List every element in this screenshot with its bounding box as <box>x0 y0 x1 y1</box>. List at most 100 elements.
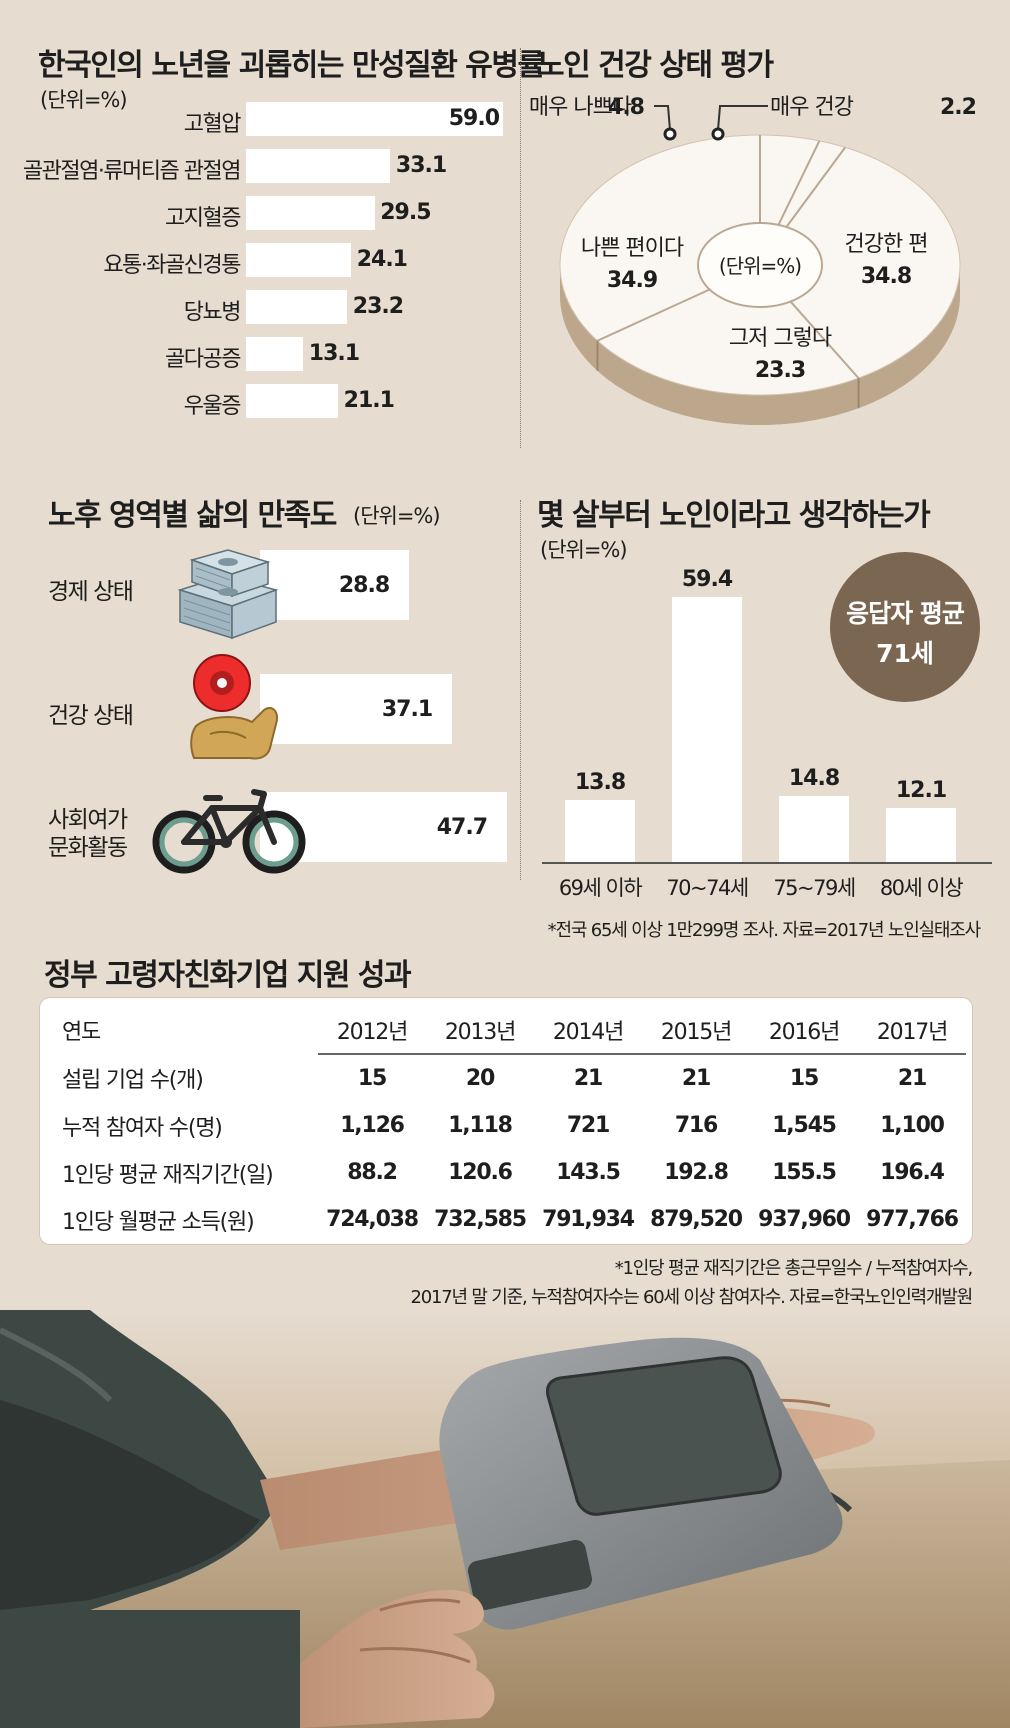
slice-label: 매우 나쁘다 <box>529 95 632 120</box>
table-cell: 192.8 <box>664 1160 729 1185</box>
disease-value-label: 21.1 <box>343 388 395 413</box>
table-cell: 791,934 <box>542 1207 635 1232</box>
donut-slice-boundary <box>785 146 846 228</box>
blood-pressure-photo <box>0 1310 1010 1728</box>
age-bar <box>779 795 849 862</box>
satisfaction-category-label: 경제 상태 <box>48 579 134 605</box>
table-title: 정부 고령자친화기업 지원 성과 <box>44 958 412 993</box>
disease-bar <box>246 102 503 136</box>
table-cell: 1,545 <box>772 1113 837 1138</box>
disease-category-label: 고혈압 <box>183 112 242 137</box>
table-cell: 15 <box>357 1066 387 1091</box>
disease-category-label: 우울증 <box>183 394 242 419</box>
disease-bar <box>246 337 304 371</box>
table-cell: 732,585 <box>434 1207 527 1232</box>
table-cell: 143.5 <box>556 1160 621 1185</box>
satisfaction-value-label: 37.1 <box>381 697 433 722</box>
donut-unit-label: (단위=%) <box>719 254 801 278</box>
disease-value-label: 23.2 <box>352 294 404 319</box>
table-cell: 1,126 <box>340 1113 405 1138</box>
disease-category-label: 골관절염·류머티즘 관절염 <box>22 159 242 184</box>
slice-label: 나쁜 편이다 <box>581 236 684 261</box>
survey-source: *전국 65세 이상 1만299명 조사. 자료=2017년 노인실태조사 <box>547 920 982 941</box>
table-cell: 879,520 <box>650 1207 743 1232</box>
table-cell: 721 <box>566 1113 611 1138</box>
disease-title: 한국인의 노년을 괴롭히는 만성질환 유병률 <box>38 48 545 83</box>
slice-value: 4.8 <box>608 95 644 120</box>
disease-bar <box>246 243 351 277</box>
disease-category-label: 당뇨병 <box>183 300 242 325</box>
health-title: 노인 건강 상태 평가 <box>537 48 774 83</box>
disease-category-label: 요통·좌골신경통 <box>103 253 241 278</box>
money-stack-icon <box>177 549 279 640</box>
table-cell: 21 <box>681 1066 711 1091</box>
slice-value: 2.2 <box>940 95 976 120</box>
table-header-cell: 연도 <box>62 1020 101 1045</box>
age-chart: 13.8 69세 이하 59.4 70~74세 14.8 75~79세 12.1 80세 이상 <box>520 540 1000 910</box>
badge-line1: 응답자 평균 <box>846 599 965 628</box>
age-bar <box>672 597 742 862</box>
table-note-2: 2017년 말 기준, 누적참여자수는 60세 이상 참여자수. 자료=한국노인… <box>410 1287 973 1308</box>
table-cell: 196.4 <box>880 1160 945 1185</box>
donut-slice-boundary <box>597 288 711 342</box>
disease-bar <box>246 384 338 418</box>
table-row-label: 1인당 평균 재직기간(일) <box>62 1162 274 1188</box>
callout-dot <box>711 127 725 141</box>
table-cell: 20 <box>465 1066 495 1091</box>
disease-bar <box>246 290 348 324</box>
satisfaction-bar <box>260 550 410 620</box>
slice-label: 그저 그렇다 <box>729 326 832 351</box>
age-category-label: 75~79세 <box>773 876 856 900</box>
average-age-badge: 응답자 평균 71세 <box>830 552 980 702</box>
table-cell: 724,038 <box>326 1207 419 1232</box>
age-value-label: 59.4 <box>681 567 733 592</box>
bicycle-icon <box>152 789 306 874</box>
table-row: 설립 기업 수(개) 15 20 21 21 15 21 <box>58 1054 966 1102</box>
divider-vertical-top <box>520 48 521 448</box>
disease-value-label: 24.1 <box>356 247 408 272</box>
slice-label: 매우 건강 <box>770 95 854 120</box>
table-header-cell: 2016년 <box>750 1006 858 1055</box>
disease-chart: 고혈압 59.0 골관절염·류머티즘 관절염 33.1 고지혈증 29.5 요통·좌골신경통… <box>0 0 520 450</box>
disease-category-label: 골다공증 <box>165 347 241 372</box>
health-donut: (단위=%) 건강한 편 34.8 그저 그렇다 23.3 나쁜 편이다 34.9 매우 나쁘… <box>529 95 977 425</box>
satisfaction-category-label: 문화활동 <box>48 835 128 861</box>
badge-line2: 71세 <box>876 639 934 668</box>
age-bar <box>886 808 956 862</box>
table-cell: 120.6 <box>448 1160 513 1185</box>
satisfaction-bar <box>260 674 453 744</box>
disease-value-label: 13.1 <box>308 341 360 366</box>
table-row: 누적 참여자 수(명) 1,126 1,118 721 716 1,545 1,… <box>58 1102 966 1149</box>
table-cell: 937,960 <box>758 1207 851 1232</box>
age-value-label: 13.8 <box>574 770 626 796</box>
table-row: 1인당 월평균 소득(원) 724,038 732,585 791,934 87… <box>58 1196 966 1243</box>
satisfaction-value-label: 28.8 <box>338 573 390 598</box>
age-category-label: 80세 이상 <box>879 876 964 900</box>
results-table: 연도 2012년 2013년 2014년 2015년 2016년 2017년 설… <box>58 1006 966 1243</box>
table-cell: 716 <box>674 1113 719 1138</box>
divider-vertical-mid <box>520 500 521 880</box>
age-bar <box>565 800 635 862</box>
table-cell: 21 <box>897 1066 927 1091</box>
table-cell: 1,118 <box>448 1113 513 1138</box>
table-header-cell: 2013년 <box>426 1006 534 1055</box>
callout-line <box>717 105 768 131</box>
table-header-cell: 2014년 <box>534 1006 642 1055</box>
table-cell: 977,766 <box>866 1207 959 1232</box>
satisfaction-value-label: 47.7 <box>436 815 488 840</box>
slice-value: 23.3 <box>755 358 805 383</box>
table-cell: 21 <box>573 1066 603 1091</box>
table-note-1: *1인당 평균 재직기간은 총근무일수 / 누적참여자수, <box>614 1258 973 1279</box>
results-table-card: 연도 2012년 2013년 2014년 2015년 2016년 2017년 설… <box>40 998 972 1244</box>
disease-unit: (단위=%) <box>40 88 128 112</box>
age-category-label: 69세 이하 <box>558 876 643 900</box>
donut-hole <box>697 222 823 308</box>
age-baseline <box>542 862 992 864</box>
table-row-label: 1인당 월평균 소득(원) <box>62 1209 255 1235</box>
callout-dot <box>663 127 677 141</box>
satisfaction-unit: (단위=%) <box>353 504 441 528</box>
age-value-label: 14.8 <box>788 765 840 791</box>
satisfaction-category-label: 사회여가 <box>48 807 128 833</box>
donut-slice-boundary <box>777 140 821 226</box>
table-row: 1인당 평균 재직기간(일) 88.2 120.6 143.5 192.8 15… <box>58 1149 966 1196</box>
